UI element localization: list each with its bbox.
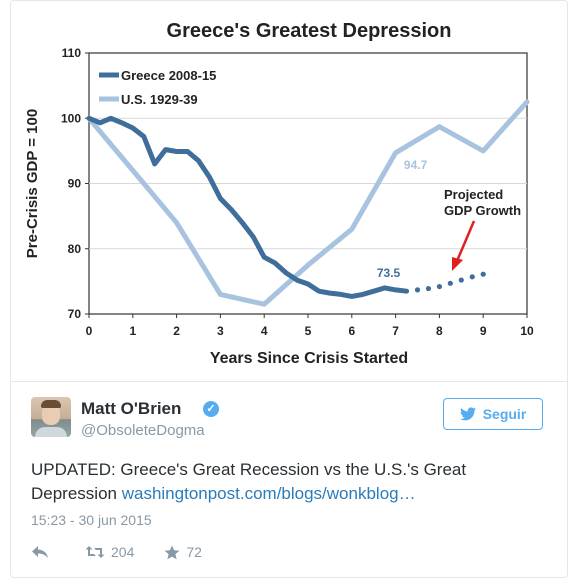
x-tick-label: 6 [348, 324, 355, 338]
annotation-projected: Projected [444, 187, 503, 202]
y-tick-label: 90 [68, 177, 82, 191]
gdp-chart: Greece's Greatest Depression708090100110… [24, 20, 534, 367]
projected-point [414, 287, 421, 293]
annotation-gdp-growth: GDP Growth [444, 203, 521, 218]
annotation-arrow-head [452, 257, 463, 271]
y-axis-label: Pre-Crisis GDP = 100 [24, 109, 41, 258]
author-name[interactable]: Matt O'Brien [81, 399, 182, 418]
series-line-greece [86, 115, 410, 299]
x-tick-label: 9 [480, 324, 487, 338]
tweet-timestamp[interactable]: 15:23 - 30 jun 2015 [31, 512, 152, 528]
retweet-button[interactable]: 204 [85, 544, 134, 560]
x-tick-label: 3 [217, 324, 224, 338]
reply-button[interactable] [31, 545, 55, 559]
tweet-body: UPDATED: Greece's Great Recession vs the… [31, 460, 467, 503]
chart-title: Greece's Greatest Depression [167, 20, 452, 42]
series-line-us [86, 99, 530, 307]
x-tick-label: 1 [129, 324, 136, 338]
x-tick-label: 2 [173, 324, 180, 338]
avatar[interactable] [31, 397, 71, 437]
x-tick-label: 7 [392, 324, 399, 338]
y-tick-label: 70 [68, 307, 82, 321]
x-tick-label: 8 [436, 324, 443, 338]
x-axis-label: Years Since Crisis Started [210, 350, 408, 367]
verified-icon: ✓ [203, 401, 219, 417]
like-count: 72 [186, 544, 202, 560]
retweet-count: 204 [111, 544, 135, 560]
follow-button[interactable]: Seguir [443, 398, 543, 430]
x-tick-label: 0 [86, 324, 93, 338]
y-tick-label: 110 [62, 46, 82, 60]
annotation-arrow-shaft [455, 220, 476, 262]
x-tick-label: 10 [520, 324, 534, 338]
retweet-icon [85, 546, 105, 558]
legend-label-us: U.S. 1929-39 [121, 92, 198, 107]
avatar-face [42, 403, 60, 425]
tweet-link[interactable]: washingtonpost.com/blogs/wonkblog… [121, 484, 416, 503]
data-label-us-peak: 94.7 [404, 158, 428, 172]
x-tick-label: 5 [305, 324, 312, 338]
projected-point [447, 280, 453, 286]
y-tick-label: 80 [68, 242, 82, 256]
projected-point [458, 277, 464, 283]
bird-icon [459, 407, 476, 421]
projected-point [480, 271, 486, 277]
avatar-shirt [35, 427, 67, 437]
projected-point [425, 285, 432, 292]
divider [11, 381, 567, 382]
legend-label-greece: Greece 2008-15 [121, 68, 216, 83]
projected-point [469, 274, 475, 280]
reply-icon [32, 546, 48, 558]
like-button[interactable]: 72 [164, 544, 202, 560]
data-label-greece-latest: 73.5 [377, 266, 401, 280]
star-icon [164, 545, 180, 559]
tweet-text: UPDATED: Greece's Great Recession vs the… [31, 458, 551, 506]
avatar-hair [41, 400, 61, 408]
follow-label: Seguir [482, 406, 527, 422]
x-tick-label: 4 [261, 324, 268, 338]
y-tick-label: 100 [61, 111, 81, 125]
tweet-card: Greece's Greatest Depression 70 80 90 100 110… [10, 0, 568, 578]
projected-point [436, 283, 442, 290]
author-handle[interactable]: @ObsoleteDogma [81, 422, 205, 439]
tweet-actions: 204 72 [31, 542, 232, 562]
chart-image[interactable]: Greece's Greatest Depression 70 80 90 100 110… [11, 1, 567, 379]
